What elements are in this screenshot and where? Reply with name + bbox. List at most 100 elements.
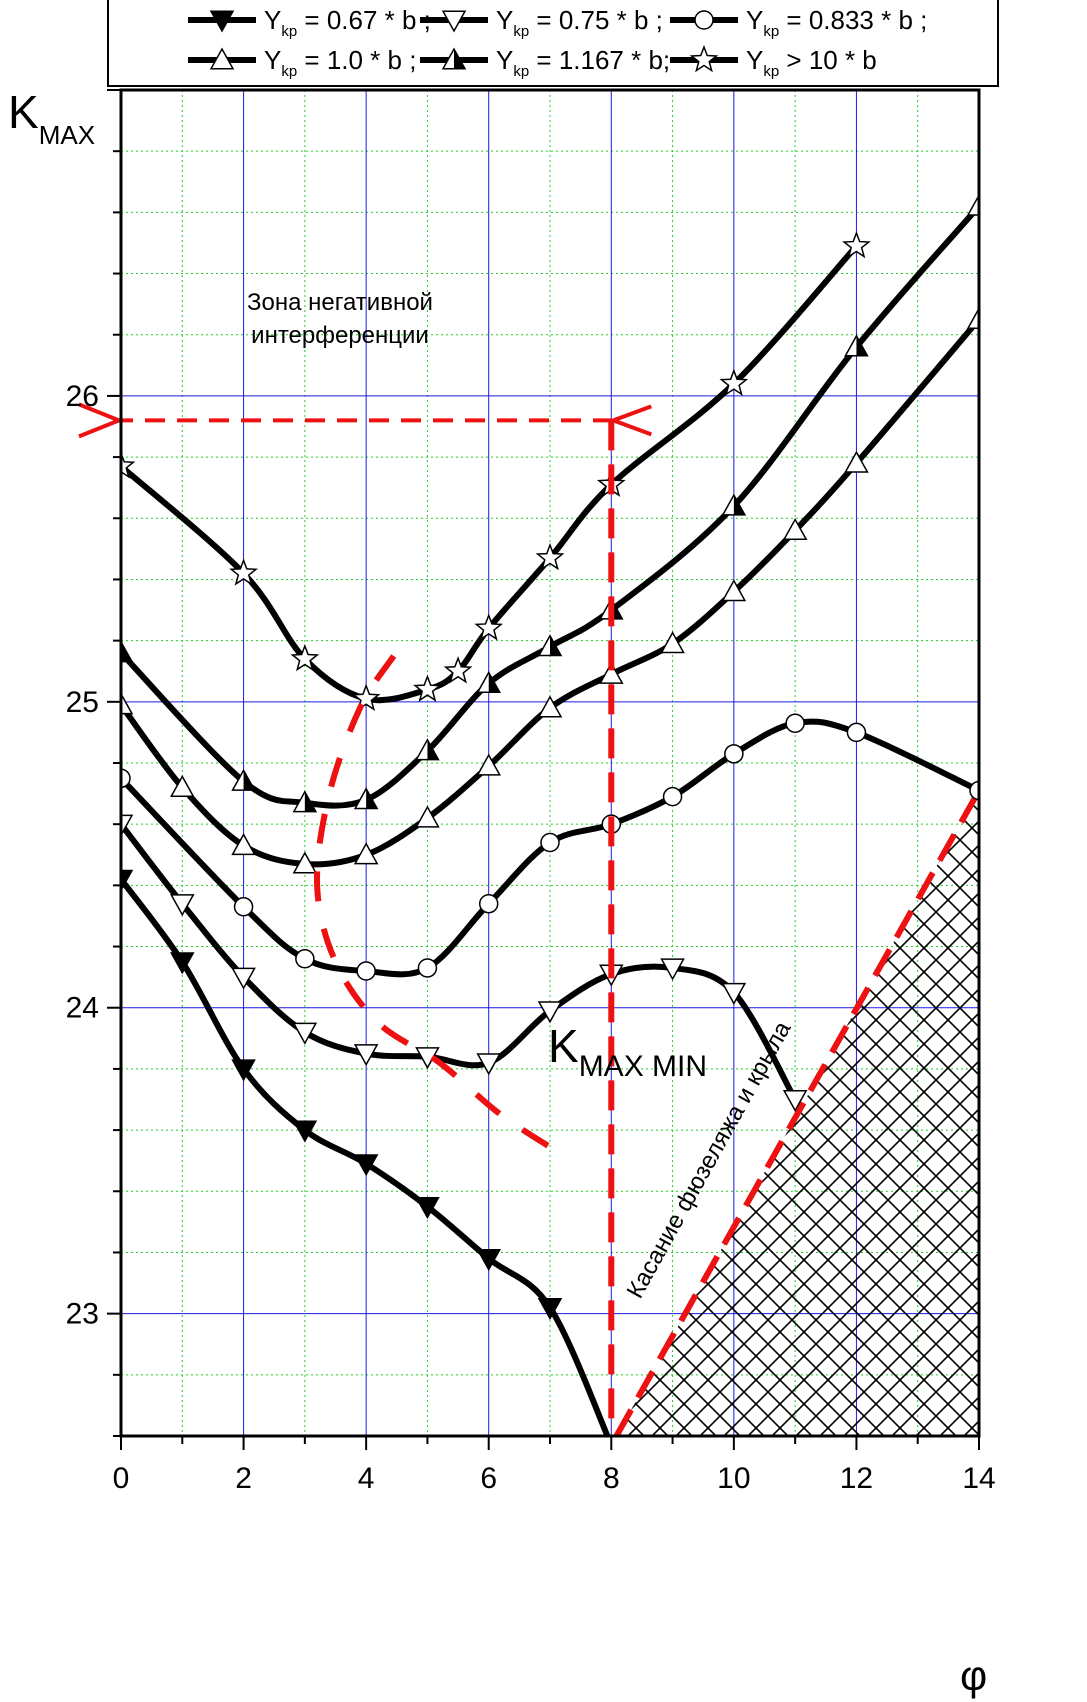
marker-fill <box>979 195 990 215</box>
legend-box <box>107 0 999 87</box>
series-3-point <box>782 517 808 541</box>
kmax-min-sub: MAX MIN <box>579 1050 707 1083</box>
x-tick-label: 8 <box>603 1462 620 1495</box>
series-2-point <box>121 768 131 789</box>
series-0-point <box>537 1297 563 1321</box>
x-axis-label: φ <box>960 1652 987 1699</box>
series-5-point <box>474 613 504 641</box>
legend-entry: Ykp = 0.833 * b ; <box>670 5 927 40</box>
series-1-point <box>353 1044 379 1067</box>
zone-left-arrow <box>78 402 125 439</box>
series-1-point <box>660 958 685 981</box>
marker-fill <box>304 791 316 812</box>
marker-fill <box>121 641 132 662</box>
series-3-point <box>660 631 685 654</box>
marker-fill <box>856 335 868 356</box>
series-1-point <box>721 982 747 1005</box>
series-2-point <box>417 958 438 978</box>
series-5-point <box>229 558 258 586</box>
series-4-point <box>292 790 318 813</box>
series-1-point <box>292 1022 318 1045</box>
series-0-point <box>121 869 134 892</box>
legend-label-sub: kp <box>513 23 529 40</box>
legend-entry: Ykp = 1.167 * b; <box>420 45 670 80</box>
legend-label-rest: > 10 * b <box>779 45 877 75</box>
contact-boundary-line <box>613 789 979 1436</box>
series-1-point <box>476 1053 501 1076</box>
x-tick-label: 14 <box>962 1462 995 1495</box>
series-0-point <box>170 952 195 975</box>
series-0-point <box>292 1120 318 1143</box>
series-3-point <box>170 774 195 798</box>
series-0-point <box>415 1197 440 1220</box>
series-2-point <box>295 949 315 969</box>
legend-label: Ykp = 0.75 * b ; <box>496 5 663 40</box>
series-4-point <box>415 738 440 761</box>
series-2-point <box>785 713 805 733</box>
legend-label-sub: kp <box>281 23 297 40</box>
legend-entry: Ykp = 1.0 * b ; <box>188 45 416 80</box>
legend-entry: Ykp = 0.67 * b ; <box>188 5 431 40</box>
series-3-point <box>121 692 134 715</box>
legend-marker <box>694 10 714 30</box>
legend-label-sub: kp <box>513 63 529 80</box>
zone-right-arrow <box>607 404 652 437</box>
marker-fill <box>733 495 745 515</box>
legend-label-main: Y <box>264 45 281 75</box>
x-tick-label: 2 <box>235 1462 252 1495</box>
hatched-contact-zone <box>586 790 979 1436</box>
series-4-point <box>537 634 563 657</box>
legend-label-sub: kp <box>281 63 297 80</box>
legend-label: Ykp = 0.833 * b ; <box>746 5 927 40</box>
series-4-point <box>844 334 869 357</box>
series-1-point <box>782 1089 808 1113</box>
series-1-point <box>537 1001 563 1024</box>
legend-entry: Ykp > 10 * b <box>670 44 877 80</box>
marker-outline <box>966 193 979 216</box>
series-5-point <box>351 683 381 711</box>
y-tick-label: 25 <box>66 686 99 719</box>
y-axis-label: KMAX <box>8 86 95 150</box>
series-3-point <box>599 661 624 684</box>
legend-label: Ykp = 1.0 * b ; <box>264 45 416 80</box>
series-4-line <box>121 203 979 809</box>
series-2-point <box>969 780 979 801</box>
marker-fill <box>488 672 500 693</box>
series-1-point <box>121 814 134 837</box>
series-5-point <box>290 643 320 672</box>
series-2-point <box>478 893 499 914</box>
legend-marker <box>441 10 467 33</box>
legend-label-main: Y <box>746 5 763 35</box>
legend-label-sub: kp <box>763 63 779 80</box>
x-tick-label: 4 <box>358 1462 375 1495</box>
y-tick-label: 24 <box>66 992 99 1025</box>
series-0-point <box>476 1249 501 1272</box>
series-5-point <box>121 451 136 479</box>
series-5-point <box>443 656 473 684</box>
y-axis-label-main: K <box>8 86 39 138</box>
marker-fill <box>550 635 561 656</box>
legend-label-main: Y <box>496 45 513 75</box>
kmax-min-label: KMAX MIN <box>548 1020 707 1083</box>
series-3-point <box>966 306 979 329</box>
series-3-point <box>844 450 869 473</box>
series-5-point <box>413 674 442 702</box>
y-axis-label-sub: MAX <box>39 120 95 150</box>
series-3-point <box>415 805 440 828</box>
legend-label-rest: = 1.0 * b ; <box>297 45 416 75</box>
legend-label-rest: = 0.833 * b ; <box>779 5 927 35</box>
series-2-point <box>846 722 867 743</box>
series-4-point <box>231 768 256 791</box>
series-5-line <box>121 243 860 704</box>
marker-fill <box>243 770 255 791</box>
legend-label-main: Y <box>496 5 513 35</box>
series-4-point <box>966 193 990 216</box>
legend-label: Ykp = 1.167 * b; <box>496 45 670 80</box>
series-2-point <box>356 961 376 981</box>
zone-label-line2: интерференции <box>251 322 429 349</box>
legend-marker <box>441 47 467 70</box>
series-1-point <box>170 894 195 917</box>
series-2-point <box>662 786 683 807</box>
